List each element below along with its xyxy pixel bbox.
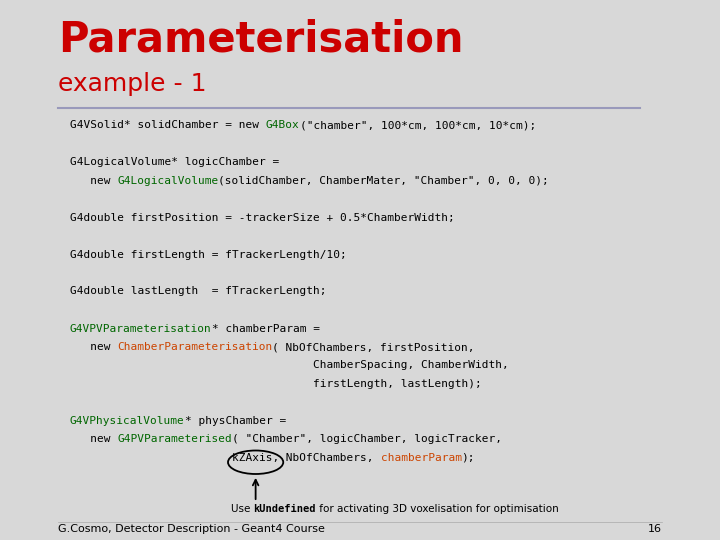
- Text: G4double lastLength  = fTrackerLength;: G4double lastLength = fTrackerLength;: [70, 287, 326, 296]
- Text: ChamberSpacing, ChamberWidth,: ChamberSpacing, ChamberWidth,: [70, 361, 509, 370]
- Text: for activating 3D voxelisation for optimisation: for activating 3D voxelisation for optim…: [316, 504, 559, 514]
- Text: G4VPVParameterisation: G4VPVParameterisation: [70, 323, 212, 334]
- Text: kZAxis,: kZAxis,: [70, 453, 279, 463]
- Text: new: new: [70, 176, 117, 186]
- Text: NbOfChambers,: NbOfChambers,: [279, 453, 380, 463]
- Text: G.Cosmo, Detector Description - Geant4 Course: G.Cosmo, Detector Description - Geant4 C…: [58, 524, 325, 534]
- Text: G4LogicalVolume* logicChamber =: G4LogicalVolume* logicChamber =: [70, 157, 279, 167]
- Text: * physChamber =: * physChamber =: [185, 416, 286, 426]
- Text: G4VPhysicalVolume: G4VPhysicalVolume: [70, 416, 185, 426]
- Text: ("chamber", 100*cm, 100*cm, 10*cm);: ("chamber", 100*cm, 100*cm, 10*cm);: [300, 120, 536, 130]
- Text: chamberParam: chamberParam: [380, 453, 462, 463]
- Text: G4Box: G4Box: [266, 120, 300, 130]
- Text: G4LogicalVolume: G4LogicalVolume: [117, 176, 218, 186]
- Text: ( NbOfChambers, firstPosition,: ( NbOfChambers, firstPosition,: [272, 342, 475, 352]
- Text: kUndefined: kUndefined: [253, 504, 316, 514]
- Text: (solidChamber, ChamberMater, "Chamber", 0, 0, 0);: (solidChamber, ChamberMater, "Chamber", …: [218, 176, 549, 186]
- Text: G4double firstPosition = -trackerSize + 0.5*ChamberWidth;: G4double firstPosition = -trackerSize + …: [70, 213, 455, 222]
- Text: * chamberParam =: * chamberParam =: [212, 323, 320, 334]
- Text: Use: Use: [231, 504, 253, 514]
- Text: new: new: [70, 435, 117, 444]
- Text: firstLength, lastLength);: firstLength, lastLength);: [70, 379, 482, 389]
- Text: G4VSolid* solidChamber = new: G4VSolid* solidChamber = new: [70, 120, 266, 130]
- Text: );: );: [462, 453, 475, 463]
- Text: new: new: [70, 342, 117, 352]
- Text: G4double firstLength = fTrackerLength/10;: G4double firstLength = fTrackerLength/10…: [70, 249, 347, 260]
- Text: ChamberParameterisation: ChamberParameterisation: [117, 342, 272, 352]
- Text: Parameterisation: Parameterisation: [58, 18, 464, 60]
- Text: G4PVParameterised: G4PVParameterised: [117, 435, 232, 444]
- Text: example - 1: example - 1: [58, 72, 207, 96]
- Text: ( "Chamber", logicChamber, logicTracker,: ( "Chamber", logicChamber, logicTracker,: [232, 435, 502, 444]
- Text: 16: 16: [648, 524, 662, 534]
